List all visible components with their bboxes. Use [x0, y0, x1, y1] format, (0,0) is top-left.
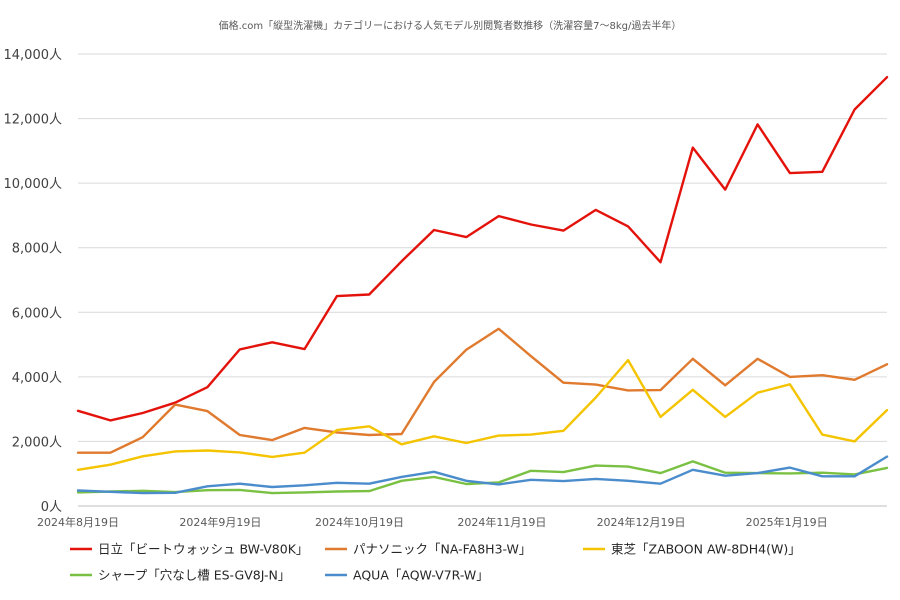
x-tick-label: 2024年12月19日 — [597, 515, 686, 529]
y-tick-label: 4,000人 — [12, 371, 62, 386]
series-line-3 — [76, 358, 889, 471]
y-tick-label: 8,000人 — [12, 242, 62, 257]
x-tick-label: 2025年1月19日 — [746, 515, 828, 529]
legend-label: 日立「ビートウォッシュ BW-V80K」 — [98, 542, 308, 557]
legend-label: 東芝「ZABOON AW-8DH4(W)」 — [611, 542, 801, 557]
y-tick-label: 2,000人 — [12, 435, 62, 450]
y-tick-label: 14,000人 — [4, 48, 63, 63]
y-tick-label: 12,000人 — [4, 113, 63, 128]
chart-title: 価格.com「縦型洗濯機」カテゴリーにおける人気モデル別閲覧者数推移（洗濯容量7… — [219, 19, 682, 32]
series-line-5 — [76, 455, 889, 495]
x-tick-label: 2024年11月19日 — [457, 515, 546, 529]
y-tick-label: 10,000人 — [4, 177, 63, 192]
x-tick-label: 2024年8月19日 — [37, 515, 119, 529]
series-lines — [76, 75, 889, 495]
series-line-1 — [76, 75, 889, 422]
legend: 日立「ビートウォッシュ BW-V80K」 パナソニック「NA-FA8H3-W」 東芝… — [70, 542, 801, 583]
legend-label: シャープ「穴なし槽 ES-GV8J-N」 — [98, 568, 290, 583]
x-tick-label: 2024年10月19日 — [315, 515, 404, 529]
x-axis-ticks: 2024年8月19日 2024年9月19日 2024年10月19日 2024年11月1… — [37, 515, 828, 529]
x-tick-label: 2024年9月19日 — [179, 515, 261, 529]
y-tick-label: 6,000人 — [12, 306, 62, 321]
series-line-2 — [76, 327, 889, 454]
y-axis-ticks: 0人 2,000人 4,000人 6,000人 8,000人 10,000人 12,000人… — [4, 48, 63, 515]
legend-label: AQUA「AQW-V7R-W」 — [353, 568, 489, 583]
legend-label: パナソニック「NA-FA8H3-W」 — [353, 542, 531, 557]
gridlines — [78, 53, 887, 507]
y-tick-label: 0人 — [41, 500, 62, 515]
